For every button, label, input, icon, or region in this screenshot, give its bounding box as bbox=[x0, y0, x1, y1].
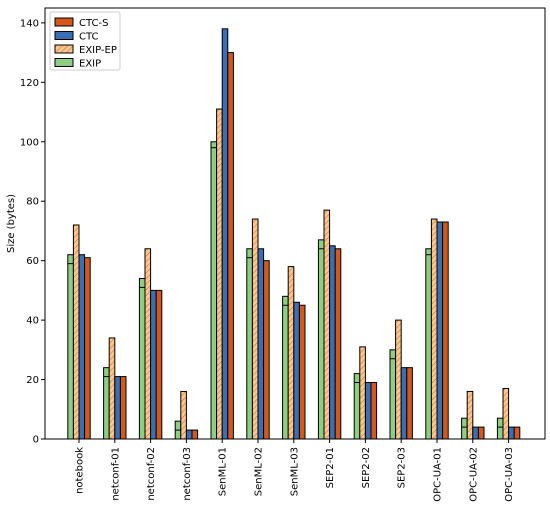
bar-exip-ep-notebook bbox=[72, 224, 80, 440]
plot-bars bbox=[67, 28, 521, 440]
bar-ctc-sep2-01 bbox=[329, 245, 336, 440]
x-tick-label: SenML-02 bbox=[254, 447, 265, 496]
x-tick-label: SenML-03 bbox=[289, 447, 300, 496]
bar-ctc-s-senml-02 bbox=[263, 260, 270, 440]
bar-ctc-s-senml-03 bbox=[298, 304, 306, 440]
legend-swatch-exip-ep bbox=[54, 44, 74, 54]
legend-label: CTC-S bbox=[79, 18, 108, 29]
x-tick-label: netconf-03 bbox=[182, 447, 193, 501]
y-axis: 0 20 40 60 80 100 120 140 bbox=[20, 18, 45, 446]
bar-ctc-notebook bbox=[78, 254, 86, 440]
x-tick-label: OPC-UA-03 bbox=[504, 447, 515, 502]
bar-ctc-opc-ua-02 bbox=[472, 426, 479, 440]
bar-exip-ep-senml-01 bbox=[216, 108, 223, 440]
bar-exip-ep-netconf-01 bbox=[108, 337, 116, 440]
bar-exip-opc-ua-02 bbox=[461, 417, 468, 440]
x-tick-label: SEP2-03 bbox=[397, 447, 408, 488]
bar-exip-ep-sep2-01 bbox=[323, 209, 331, 440]
legend-swatch-exip bbox=[54, 58, 74, 67]
bar-exip-ep-opc-ua-02 bbox=[466, 390, 474, 440]
bar-exip-netconf-01 bbox=[103, 367, 110, 440]
bar-exip-notebook bbox=[67, 254, 74, 440]
x-tick-label: SEP2-01 bbox=[325, 447, 336, 488]
bar-ctc-s-sep2-03 bbox=[406, 367, 413, 440]
y-tick-label: 140 bbox=[20, 18, 39, 29]
bar-exip-senml-01 bbox=[210, 141, 218, 440]
x-axis: notebook netconf-01 netconf-02 netconf-03 Se… bbox=[75, 439, 515, 502]
bar-exip-sep2-01 bbox=[317, 239, 325, 440]
bar-exip-netconf-02 bbox=[138, 277, 146, 440]
y-tick-label: 0 bbox=[33, 435, 39, 446]
legend-label: EXIP bbox=[79, 59, 101, 70]
bar-exip-senml-03 bbox=[282, 295, 289, 440]
bar-ctc-s-netconf-03 bbox=[191, 429, 199, 440]
bar-exip-ep-sep2-02 bbox=[359, 346, 366, 440]
y-tick-label: 60 bbox=[26, 256, 39, 267]
legend-swatch-ctc-s bbox=[54, 17, 74, 27]
bar-exip-ep-netconf-03 bbox=[180, 390, 187, 440]
bar-ctc-netconf-03 bbox=[185, 429, 193, 440]
bar-exip-ep-senml-03 bbox=[287, 266, 295, 440]
bar-exip-ep-senml-02 bbox=[251, 218, 259, 440]
bar-exip-sep2-02 bbox=[353, 373, 361, 440]
plot-frame bbox=[44, 7, 546, 440]
y-axis-label: Size (bytes) bbox=[6, 194, 17, 253]
y-tick-label: 80 bbox=[26, 197, 39, 208]
bar-ctc-s-opc-ua-02 bbox=[477, 426, 485, 440]
bar-ctc-senml-01 bbox=[221, 28, 229, 440]
bar-ctc-senml-02 bbox=[257, 248, 265, 440]
y-tick-label: 100 bbox=[20, 137, 39, 148]
legend: CTC-S CTC EXIP-EP EXIP bbox=[49, 11, 121, 71]
bar-exip-ep-opc-ua-01 bbox=[430, 218, 438, 440]
x-tick-label: notebook bbox=[75, 447, 86, 494]
bar-exip-sep2-03 bbox=[389, 349, 397, 440]
bar-ctc-sep2-02 bbox=[364, 382, 372, 440]
legend-label: EXIP-EP bbox=[79, 45, 117, 56]
bar-exip-opc-ua-03 bbox=[496, 417, 504, 440]
bar-ctc-s-opc-ua-03 bbox=[513, 426, 521, 440]
x-tick-label: netconf-01 bbox=[110, 447, 121, 501]
bar-exip-opc-ua-01 bbox=[425, 248, 432, 440]
bar-ctc-s-netconf-02 bbox=[155, 289, 163, 440]
x-tick-label: SEP2-02 bbox=[361, 447, 372, 488]
bar-ctc-s-notebook bbox=[84, 257, 91, 440]
x-tick-label: OPC-UA-01 bbox=[433, 447, 444, 502]
y-tick-label: 120 bbox=[20, 78, 39, 89]
bar-ctc-senml-03 bbox=[293, 301, 300, 440]
x-tick-label: SenML-01 bbox=[218, 447, 229, 496]
bar-exip-ep-opc-ua-03 bbox=[502, 387, 510, 440]
x-tick-label: netconf-02 bbox=[146, 447, 157, 501]
bar-ctc-opc-ua-03 bbox=[508, 426, 515, 440]
legend-swatch-ctc bbox=[54, 31, 74, 40]
bar-ctc-s-sep2-02 bbox=[370, 382, 378, 440]
bar-ctc-s-netconf-01 bbox=[119, 376, 127, 440]
bar-ctc-opc-ua-01 bbox=[436, 221, 444, 440]
bar-ctc-netconf-01 bbox=[114, 376, 121, 440]
y-tick-label: 40 bbox=[26, 316, 39, 327]
bar-exip-senml-02 bbox=[246, 248, 253, 440]
bar-ctc-s-opc-ua-01 bbox=[442, 221, 449, 440]
bar-exip-ep-netconf-02 bbox=[144, 248, 152, 440]
bar-exip-ep-sep2-03 bbox=[395, 319, 402, 440]
bar-ctc-netconf-02 bbox=[150, 289, 157, 440]
bar-ctc-sep2-03 bbox=[400, 367, 408, 440]
bar-ctc-s-senml-01 bbox=[227, 52, 234, 440]
bar-ctc-s-sep2-01 bbox=[334, 248, 342, 440]
x-tick-label: OPC-UA-02 bbox=[468, 447, 479, 502]
legend-label: CTC bbox=[79, 32, 99, 43]
y-tick-label: 20 bbox=[26, 375, 39, 386]
